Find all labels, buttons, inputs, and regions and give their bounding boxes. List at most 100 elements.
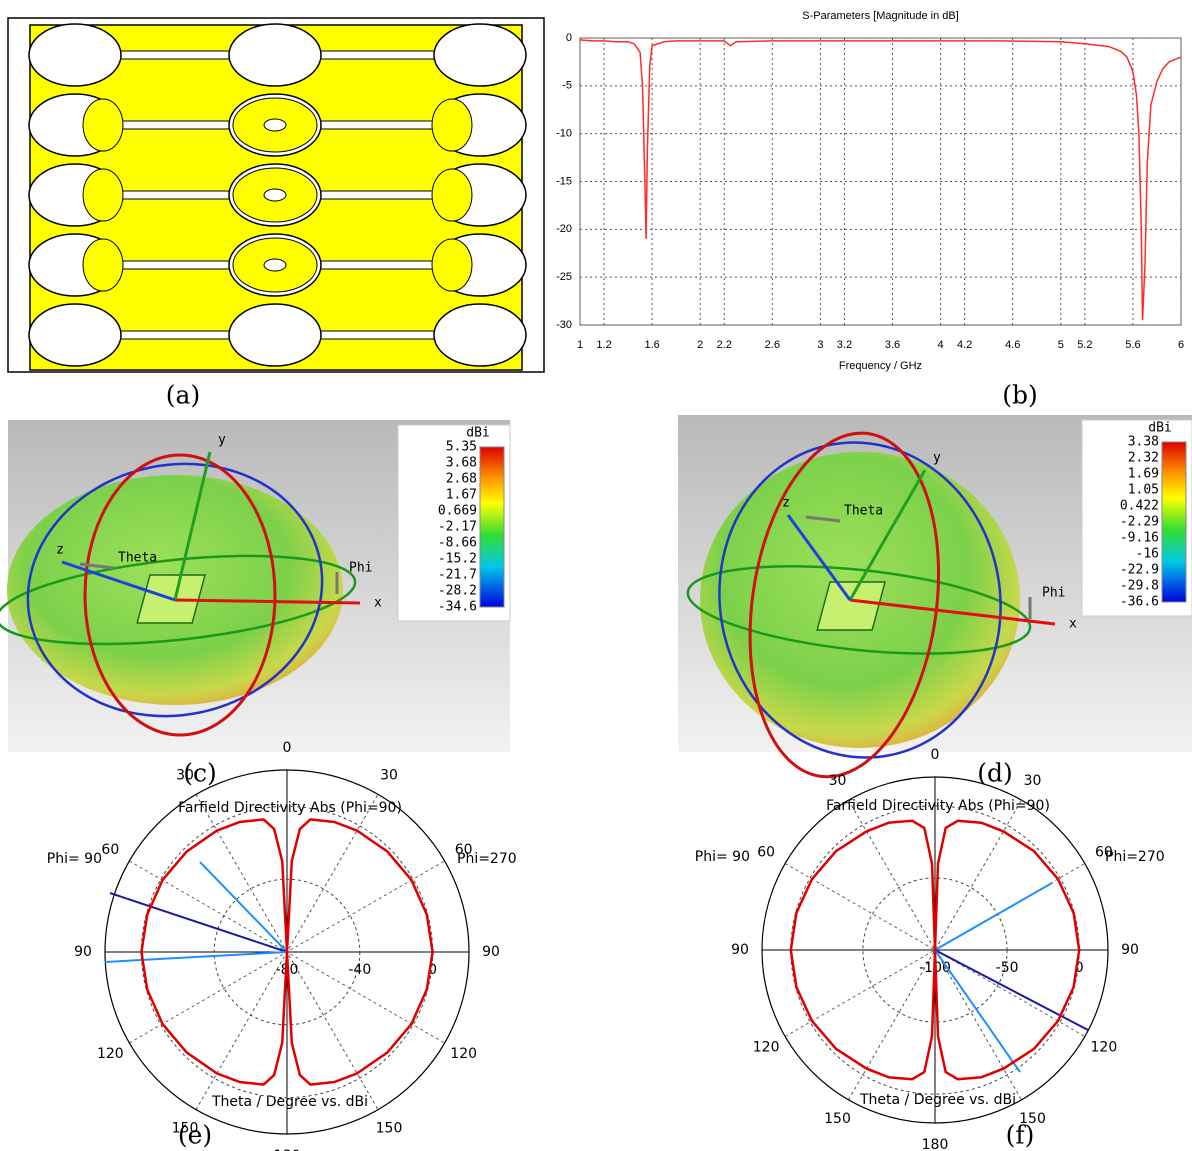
patch-slot <box>229 304 321 366</box>
chart-title: Farfield Directivity Abs (Phi=90) <box>178 800 402 816</box>
x-tick-label: 1.2 <box>596 339 611 351</box>
y-tick-label: -30 <box>556 319 572 331</box>
chart-title: S-Parameters [Magnitude in dB] <box>802 10 959 22</box>
feed-line <box>120 261 230 269</box>
theta-label: Theta <box>844 504 883 519</box>
angle-label: 30 <box>176 767 194 783</box>
x-tick-label: 4.2 <box>957 339 972 351</box>
colorbar-tick-label: -8.66 <box>438 536 477 551</box>
r-tick-label: -40 <box>348 962 371 978</box>
colorbar-tick-label: -16 <box>1136 547 1159 562</box>
angle-label: 60 <box>1095 845 1113 861</box>
colorbar-tick-label: -2.29 <box>1120 515 1159 530</box>
patch-crescent <box>432 169 472 221</box>
theta-label: Theta <box>118 551 157 566</box>
patch-slot <box>229 24 321 86</box>
panel-label: (a) <box>166 381 200 410</box>
patch-hole <box>264 189 286 201</box>
x-tick-label: 1.6 <box>644 339 659 351</box>
direction-marker <box>110 893 287 952</box>
y-tick-label: -10 <box>556 128 572 140</box>
axis-label: y <box>933 451 941 466</box>
y-tick-label: 0 <box>566 32 572 44</box>
patch-crescent <box>83 99 123 151</box>
feed-line <box>320 51 435 59</box>
colorbar-tick-label: 5.35 <box>446 440 477 455</box>
x-tick-label: 3.2 <box>837 339 852 351</box>
colorbar-tick-label: -15.2 <box>438 552 477 567</box>
axis-label: z <box>56 543 64 558</box>
feed-line <box>120 51 230 59</box>
patch-crescent <box>432 99 472 151</box>
angle-label: 30 <box>1024 773 1042 789</box>
patch-crescent <box>432 239 472 291</box>
colorbar-tick-label: -29.8 <box>1120 579 1159 594</box>
patch-slot <box>434 24 526 86</box>
side-label: Phi= 90 <box>47 851 102 867</box>
x-tick-label: 4.6 <box>1005 339 1020 351</box>
colorbar-tick-label: -2.17 <box>438 520 477 535</box>
angle-label: 30 <box>380 767 398 783</box>
colorbar-tick-label: -34.6 <box>438 600 477 615</box>
feed-line <box>320 261 435 269</box>
side-label: Phi=270 <box>1105 849 1165 865</box>
colorbar-tick-label: -36.6 <box>1120 595 1159 610</box>
angle-label: 60 <box>101 842 119 858</box>
angle-label: 150 <box>172 1121 199 1137</box>
colorbar-tick-label: 0.669 <box>438 504 477 519</box>
x-tick-label: 6 <box>1178 339 1184 351</box>
angle-label: 60 <box>455 842 473 858</box>
angle-label: 30 <box>829 773 847 789</box>
direction-marker <box>105 952 287 962</box>
patch-hole <box>264 259 286 271</box>
figure: (a)(b)(c)(d)(e)(f)S-Parameters [Magnitud… <box>0 0 1192 1151</box>
colorbar-tick-label: 2.68 <box>446 472 477 487</box>
angle-label: 150 <box>824 1111 851 1127</box>
axis-label: y <box>218 433 226 448</box>
patch-slot <box>29 24 121 86</box>
feed-line <box>120 191 230 199</box>
x-tick-label: 2.2 <box>717 339 732 351</box>
colorbar-unit: dBi <box>466 426 489 441</box>
colorbar-tick-label: 3.38 <box>1128 435 1159 450</box>
x-tick-label: 5 <box>1058 339 1064 351</box>
x-axis-label: Theta / Degree vs. dBi <box>211 1094 368 1110</box>
x-tick-label: 1 <box>577 339 583 351</box>
patch-crescent <box>83 169 123 221</box>
phi-label: Phi <box>1042 586 1065 601</box>
colorbar-tick-label: -28.2 <box>438 584 477 599</box>
colorbar-tick-label: -21.7 <box>438 568 477 583</box>
x-tick-label: 5.6 <box>1125 339 1140 351</box>
r-tick-label: -50 <box>996 960 1019 976</box>
feed-line <box>120 121 230 129</box>
x-tick-label: 2.6 <box>765 339 780 351</box>
angle-label: 120 <box>97 1046 124 1062</box>
axis-label: x <box>374 596 382 611</box>
colorbar-tick-label: -9.16 <box>1120 531 1159 546</box>
axis-label: x <box>1069 617 1077 632</box>
angle-label: 0 <box>931 747 940 763</box>
angle-label: 180 <box>922 1137 949 1151</box>
angle-label: 120 <box>753 1040 780 1056</box>
y-tick-label: -25 <box>556 271 572 283</box>
colorbar-tick-label: 1.67 <box>446 488 477 503</box>
feed-line <box>120 331 230 339</box>
angle-label: 120 <box>450 1046 477 1062</box>
patch-crescent <box>83 239 123 291</box>
angle-label: 90 <box>1121 942 1139 958</box>
patch-hole <box>264 119 286 131</box>
angle-label: 90 <box>731 942 749 958</box>
colorbar-tick-label: 0.422 <box>1120 499 1159 514</box>
angle-label: 120 <box>1091 1040 1118 1056</box>
angle-label: 150 <box>376 1121 403 1137</box>
axis-label: z <box>782 496 790 511</box>
angle-label: 90 <box>74 944 92 960</box>
x-axis-label: Frequency / GHz <box>839 360 922 372</box>
feed-line <box>320 121 435 129</box>
colorbar <box>1162 442 1186 602</box>
angle-label: 60 <box>757 845 775 861</box>
x-tick-label: 5.2 <box>1077 339 1092 351</box>
angle-label: 150 <box>1019 1111 1046 1127</box>
y-tick-label: -20 <box>556 223 572 235</box>
patch-slot <box>434 304 526 366</box>
